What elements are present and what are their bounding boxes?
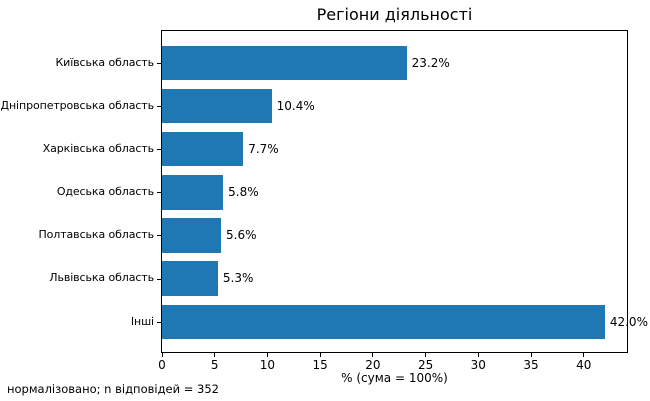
y-tick-mark [157, 192, 161, 194]
y-axis: Київська область Дніпропетровська область… [0, 31, 161, 352]
bar [162, 218, 222, 253]
y-tick-label: Полтавська область [38, 228, 155, 242]
y-tick-mark [157, 105, 161, 107]
y-tick-mark [157, 278, 161, 280]
bar [162, 88, 272, 124]
bar-value-label: 23.2% [411, 55, 450, 70]
x-axis: 0 5 10 15 20 25 30 35 40 [158, 353, 629, 373]
bar [162, 175, 224, 210]
bar [162, 304, 605, 340]
x-tick-label: 30 [470, 358, 486, 372]
y-tick-label: Харківська область [42, 141, 154, 155]
bar [162, 261, 218, 296]
y-tick-mark [157, 62, 161, 64]
y-tick-label: Дніпропетровська область [0, 98, 154, 112]
x-tick-mark [266, 353, 268, 357]
x-tick-label: 25 [417, 358, 434, 372]
y-tick-mark [157, 235, 161, 237]
x-tick-label: 10 [259, 358, 276, 372]
bar [162, 131, 244, 167]
bar-value-label: 10.4% [276, 98, 315, 113]
x-tick-label: 0 [158, 358, 166, 372]
y-tick-label: Київська область [55, 55, 154, 69]
y-tick-label: Львівська область [49, 271, 154, 285]
plot-area: 23.2% 10.4% 7.7% 5.8% 5.6% 5.3% 42.0% [161, 30, 648, 353]
x-tick-mark [161, 353, 163, 357]
bar-value-label: 42.0% [609, 314, 648, 329]
x-axis-label: % (сума = 100%) [341, 371, 448, 385]
x-tick-mark [214, 353, 216, 357]
y-tick-label: Одеська область [56, 185, 154, 198]
x-tick-mark [477, 353, 479, 357]
bar-value-label: 7.7% [248, 141, 279, 156]
bar-value-label: 5.3% [222, 271, 254, 286]
x-tick-label: 15 [312, 358, 328, 372]
y-tick-mark [157, 321, 161, 323]
footnote: нормалізовано; n відповідей = 352 [7, 382, 219, 396]
x-tick-label: 5 [210, 358, 219, 372]
x-tick-mark [425, 353, 427, 357]
y-tick-mark [157, 149, 161, 151]
bar-value-label: 5.8% [228, 185, 259, 199]
chart-title: Регіони діяльності [316, 5, 473, 24]
x-tick-label: 20 [365, 358, 381, 372]
bar-value-label: 5.6% [226, 228, 257, 243]
x-tick-label: 40 [576, 358, 592, 372]
y-tick-label: Інші [130, 314, 154, 328]
bar [162, 45, 407, 80]
x-tick-mark [319, 353, 321, 357]
x-tick-label: 35 [523, 358, 539, 372]
x-tick-mark [583, 353, 585, 357]
x-tick-mark [530, 353, 532, 357]
x-tick-mark [372, 353, 374, 357]
